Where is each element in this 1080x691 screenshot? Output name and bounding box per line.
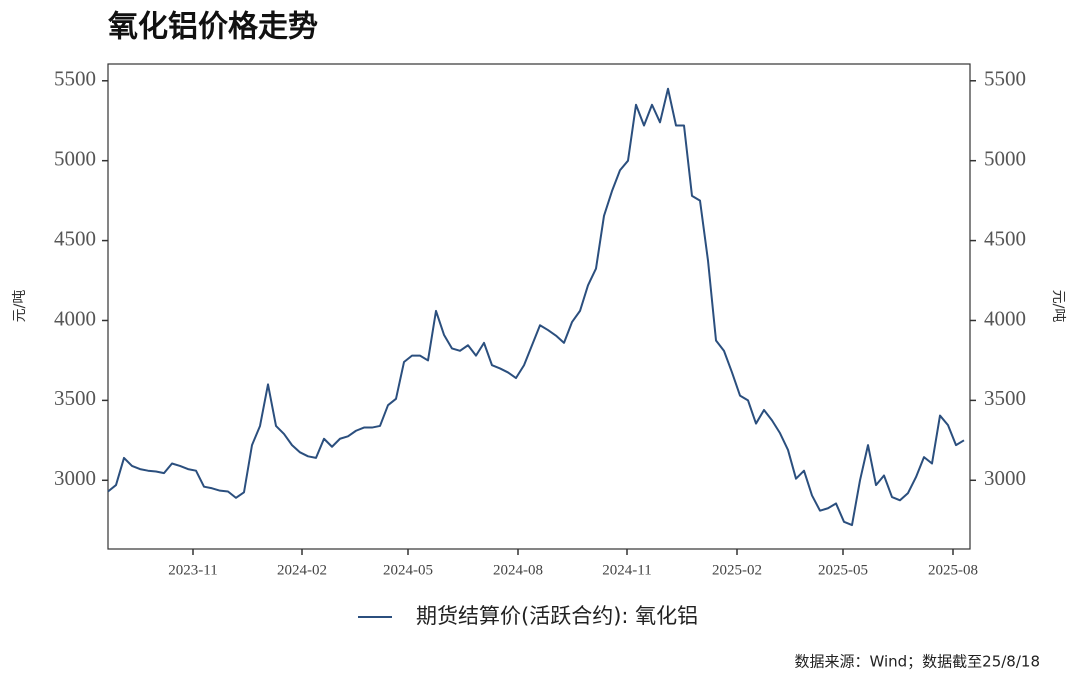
chart-title: 氧化铝价格走势 bbox=[108, 10, 318, 45]
x-tick-label: 2023-11 bbox=[168, 562, 217, 578]
x-tick-label: 2024-02 bbox=[277, 562, 327, 578]
x-tick-label: 2025-05 bbox=[818, 562, 868, 578]
y2-tick-label: 4000 bbox=[984, 306, 1026, 330]
y2-tick-label: 3000 bbox=[984, 466, 1026, 490]
x-tick-label: 2024-05 bbox=[383, 562, 433, 578]
x-tick-label: 2024-11 bbox=[602, 562, 651, 578]
y2-tick-label: 3500 bbox=[984, 386, 1026, 410]
y2-tick-label: 5000 bbox=[984, 146, 1026, 170]
y-tick-label: 4000 bbox=[54, 306, 96, 330]
y-tick-label: 4500 bbox=[54, 226, 96, 250]
y2-tick-label: 5500 bbox=[984, 67, 1026, 91]
y-tick-label: 3000 bbox=[54, 466, 96, 490]
source-note: 数据来源：Wind；数据截至25/8/18 bbox=[794, 653, 1040, 671]
y-tick-label: 3500 bbox=[54, 386, 96, 410]
y-axis-label: 元/吨 bbox=[12, 290, 28, 323]
x-tick-label: 2025-08 bbox=[928, 562, 978, 578]
plot-frame bbox=[107, 63, 971, 550]
y-tick-label: 5000 bbox=[54, 146, 96, 170]
y-tick-label: 5500 bbox=[54, 67, 96, 91]
legend-label: 期货结算价(活跃合约): 氧化铝 bbox=[416, 604, 698, 628]
y2-axis-label: 元/吨 bbox=[1050, 290, 1066, 323]
x-tick-label: 2025-02 bbox=[712, 562, 762, 578]
line-series bbox=[107, 87, 965, 527]
x-tick-label: 2024-08 bbox=[493, 562, 543, 578]
y2-tick-label: 4500 bbox=[984, 226, 1026, 250]
